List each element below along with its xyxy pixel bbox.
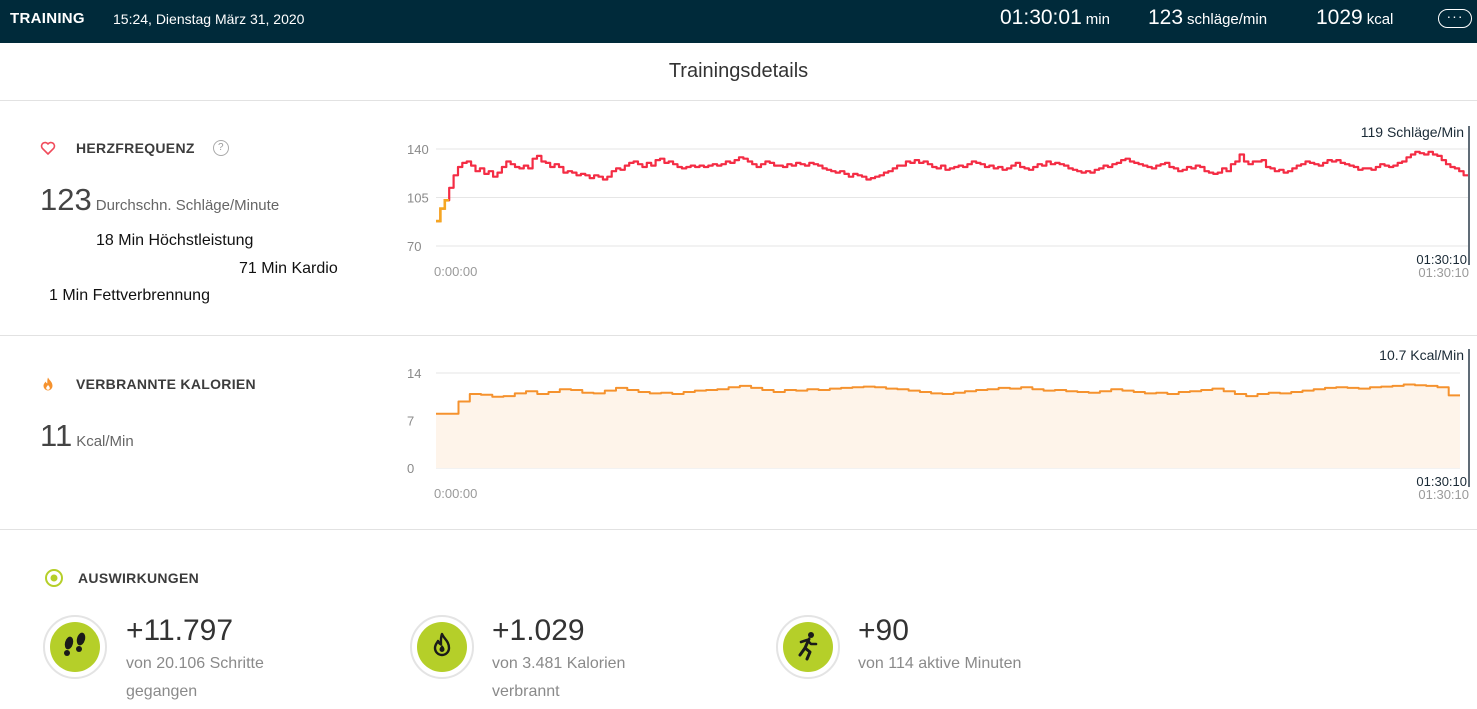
flame-icon [43, 377, 53, 391]
heart-rate-line [436, 150, 1468, 223]
steps-badge [43, 615, 107, 679]
y-tick-label: 70 [407, 239, 421, 254]
calories-rate-unit: Kcal/Min [76, 433, 134, 450]
duration-unit: min [1085, 11, 1110, 28]
calories-line [436, 383, 1460, 415]
activity-type: TRAINING [10, 10, 85, 27]
active-minutes-badge [776, 615, 840, 679]
duration-stat: 01:30:01 min [1000, 6, 1110, 30]
zone-cardio: 71 Min Kardio [239, 260, 338, 277]
steps-value: +11.797 [126, 614, 234, 647]
calories-stat: 1029 kcal [1316, 6, 1393, 30]
calories-rate-value: 11 [40, 418, 73, 453]
cursor-time-label: 01:30:10 [1416, 252, 1467, 267]
calories-burned-description-line2: verbrannt [492, 683, 560, 700]
more-options-button[interactable]: ··· [1438, 9, 1472, 28]
divider [0, 100, 1477, 101]
calories-badge [410, 615, 474, 679]
x-end-label: 01:30:10 [1418, 487, 1469, 502]
zone-peak: 18 Min Höchstleistung [96, 232, 254, 249]
calories-burned-description: von 3.481 Kalorien verbrannt [492, 650, 662, 706]
calories-rate: 11 Kcal/Min [40, 418, 134, 454]
cursor-value-label: 119 Schläge/Min [1361, 124, 1464, 140]
divider [0, 529, 1477, 530]
calories-label: VERBRANNTE KALORIEN [76, 376, 256, 392]
heart-rate-unit: schläge/min [1187, 11, 1268, 28]
average-heart-rate: 123 Durchschn. Schläge/Minute [40, 182, 279, 218]
heart-rate-label: HERZFREQUENZ [76, 140, 195, 156]
heart-rate-header: HERZFREQUENZ ? [40, 140, 229, 156]
y-tick-label: 0 [407, 461, 414, 476]
calories-value: 1029 [1316, 6, 1363, 29]
flame-icon [433, 632, 451, 657]
footprints-icon [64, 632, 86, 656]
steps-description: von 20.106 Schritte gegangen [126, 650, 296, 706]
calories-area [436, 384, 1460, 468]
steps-description-line2: gegangen [126, 683, 198, 700]
x-start-label: 0:00:00 [434, 486, 477, 501]
y-tick-label: 105 [407, 191, 429, 206]
runner-icon [798, 632, 818, 661]
average-heart-rate-label: Durchschn. Schläge/Minute [95, 197, 280, 214]
help-icon[interactable]: ? [212, 140, 229, 156]
heart-rate-chart[interactable]: 70 105 140 119 Schläge/Min 01:30:10 0:00:00 01… [400, 120, 1477, 290]
calories-chart[interactable]: 0 7 14 10.7 Kcal/Min 01:30:10 0:00:00 01:30:10 [400, 342, 1477, 512]
x-end-label: 01:30:10 [1418, 265, 1469, 280]
heart-rate-value: 123 [1148, 6, 1184, 29]
activity-datetime: 15:24, Dienstag März 31, 2020 [113, 11, 305, 27]
calories-unit: kcal [1366, 11, 1394, 28]
page-title: Trainingsdetails [668, 60, 809, 82]
impact-label: AUSWIRKUNGEN [78, 570, 200, 586]
impact-header: AUSWIRKUNGEN [44, 568, 199, 588]
y-tick-label: 140 [407, 142, 429, 157]
zone-fat-burn: 1 Min Fettverbrennung [49, 287, 210, 304]
cursor-value-label: 10.7 Kcal/Min [1379, 347, 1464, 363]
target-icon [45, 569, 63, 587]
calories-burned-description-line1: von 3.481 Kalorien [492, 655, 626, 672]
y-tick-label: 7 [407, 414, 414, 429]
y-tick-label: 14 [407, 366, 421, 381]
duration-value: 01:30:01 [1000, 6, 1082, 29]
warmup-segment [436, 199, 450, 223]
top-bar: TRAINING 15:24, Dienstag März 31, 2020 0… [0, 0, 1477, 43]
average-heart-rate-value: 123 [40, 182, 92, 217]
steps-description-line1: von 20.106 Schritte [126, 655, 264, 672]
heart-rate-stat: 123 schläge/min [1148, 6, 1267, 30]
heart-icon [40, 141, 56, 155]
calories-burned-value: +1.029 [492, 614, 585, 647]
active-minutes-description-line1: von 114 aktive Minuten [858, 655, 1022, 672]
x-start-label: 0:00:00 [434, 264, 477, 279]
active-minutes-description: von 114 aktive Minuten [858, 650, 1028, 678]
active-minutes-value: +90 [858, 614, 909, 647]
cursor-time-label: 01:30:10 [1416, 474, 1467, 489]
divider [0, 335, 1477, 336]
calories-header: VERBRANNTE KALORIEN [40, 376, 256, 392]
